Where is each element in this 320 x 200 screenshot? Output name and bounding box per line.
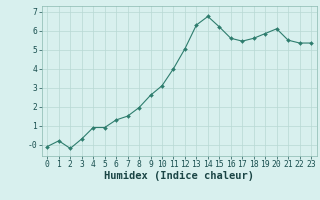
X-axis label: Humidex (Indice chaleur): Humidex (Indice chaleur) xyxy=(104,171,254,181)
